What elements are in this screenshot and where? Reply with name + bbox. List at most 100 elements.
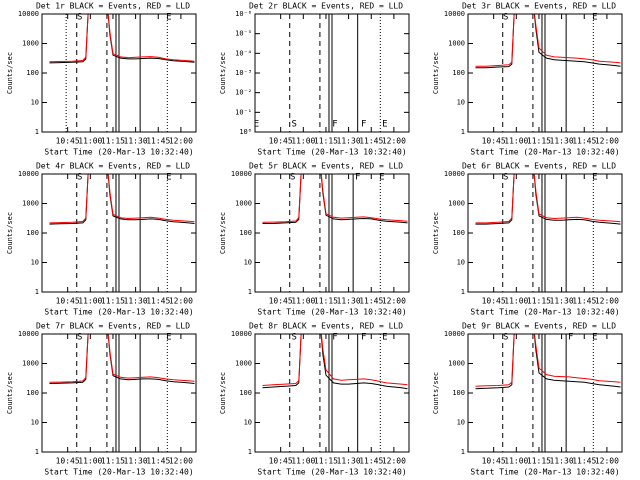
x-tick-label: 11:15 — [527, 457, 551, 466]
x-tick-label: 11:00 — [78, 297, 102, 306]
x-axis-label: Start Time (20-Mar-13 10:32:40) — [257, 148, 406, 157]
annotation: F — [361, 333, 366, 343]
x-axis-label: Start Time (20-Mar-13 10:32:40) — [44, 468, 193, 477]
chart-title: Det 7r BLACK = Events, RED = LLD — [36, 322, 190, 331]
series-line — [262, 334, 408, 390]
chart-title: Det 3r BLACK = Events, RED = LLD — [462, 2, 616, 11]
series-line — [49, 14, 195, 64]
annotation: S — [77, 333, 82, 343]
annotation: E — [254, 120, 259, 130]
x-tick-label: 11:15 — [101, 137, 125, 146]
plot-frame — [467, 333, 623, 453]
y-tick-label: 10 — [244, 259, 252, 267]
x-tick-label: 11:30 — [550, 297, 574, 306]
annotation: E — [166, 173, 171, 183]
y-tick-label: 1000 — [448, 360, 465, 368]
y-tick-label: 1000 — [235, 360, 252, 368]
y-axis-label: Counts/sec — [219, 212, 227, 254]
series-line — [49, 174, 195, 224]
x-tick-label: 11:45 — [359, 137, 383, 146]
y-tick-label: 1000 — [235, 200, 252, 208]
y-tick-label: 1 — [248, 448, 252, 456]
y-tick-label: 10 — [244, 419, 252, 427]
y-axis-label: Counts/sec — [219, 52, 227, 94]
annotation: S — [290, 173, 295, 183]
y-tick-label: 10000 — [444, 330, 465, 338]
plot-area — [49, 14, 195, 132]
annotation: F — [332, 120, 337, 130]
x-tick-label: 12:00 — [169, 137, 193, 146]
x-tick-label: 11:30 — [337, 297, 361, 306]
y-tick-label: 10 — [31, 99, 39, 107]
x-tick-label: 10:45 — [482, 137, 506, 146]
chart-title: Det 2r BLACK = Events, RED = LLD — [249, 2, 403, 11]
y-tick-label: 1000 — [22, 40, 39, 48]
plot-area — [262, 174, 408, 292]
y-tick-label: 100 — [26, 389, 39, 397]
x-tick-label: 12:00 — [382, 457, 406, 466]
plot-area — [475, 14, 621, 132]
x-tick-label: 11:45 — [146, 457, 170, 466]
annotation: E — [382, 333, 387, 343]
x-tick-label: 11:30 — [124, 297, 148, 306]
series-line — [262, 174, 408, 224]
y-tick-label: 100 — [452, 229, 465, 237]
series-line — [475, 174, 621, 225]
x-tick-label: 11:00 — [504, 297, 528, 306]
series-line — [475, 334, 621, 387]
panel: Det 8r BLACK = Events, RED = LLD Counts/s… — [219, 322, 410, 477]
x-tick-label: 11:45 — [359, 457, 383, 466]
y-tick-label: 10 — [31, 259, 39, 267]
annotation: E — [382, 120, 387, 130]
x-axis-label: Start Time (20-Mar-13 10:32:40) — [44, 148, 193, 157]
y-tick-label: 10⁻¹ — [235, 108, 252, 116]
plot-area — [262, 334, 408, 452]
y-tick-label: 1 — [35, 448, 39, 456]
x-tick-label: 12:00 — [382, 297, 406, 306]
y-tick-label: 10 — [31, 419, 39, 427]
x-tick-label: 10:45 — [56, 457, 80, 466]
plot-frame — [254, 333, 410, 453]
y-tick-label: 100 — [452, 389, 465, 397]
y-tick-label: 100 — [239, 389, 252, 397]
annotation: F — [332, 333, 337, 343]
x-tick-label: 11:15 — [101, 297, 125, 306]
y-tick-label: 100 — [26, 69, 39, 77]
y-tick-label: 10⁰ — [239, 128, 252, 136]
x-tick-label: 11:00 — [78, 137, 102, 146]
x-tick-label: 11:15 — [527, 137, 551, 146]
y-tick-label: 1 — [35, 128, 39, 136]
x-tick-label: 11:15 — [527, 297, 551, 306]
y-tick-label: 10000 — [444, 10, 465, 18]
x-tick-label: 12:00 — [169, 297, 193, 306]
annotation: E — [379, 173, 384, 183]
plot-area — [289, 14, 381, 132]
x-tick-label: 11:15 — [314, 137, 338, 146]
y-tick-label: 100 — [452, 69, 465, 77]
y-tick-label: 1 — [248, 288, 252, 296]
x-tick-label: 11:15 — [101, 457, 125, 466]
annotation: E — [592, 333, 597, 343]
y-axis-label: Counts/sec — [219, 372, 227, 414]
x-tick-label: 10:45 — [269, 297, 293, 306]
plot-frame — [467, 173, 623, 293]
chart-title: Det 4r BLACK = Events, RED = LLD — [36, 162, 190, 171]
chart-title: Det 8r BLACK = Events, RED = LLD — [249, 322, 403, 331]
x-tick-label: 11:30 — [550, 457, 574, 466]
x-tick-label: 10:45 — [269, 137, 293, 146]
plot-area — [49, 334, 195, 452]
x-tick-label: 10:45 — [56, 297, 80, 306]
x-tick-label: 10:45 — [482, 457, 506, 466]
y-tick-label: 10⁻⁴ — [235, 49, 252, 57]
x-tick-label: 11:15 — [314, 297, 338, 306]
plot-frame — [254, 13, 410, 133]
x-tick-label: 10:45 — [56, 137, 80, 146]
x-tick-label: 11:45 — [572, 297, 596, 306]
x-axis-label: Start Time (20-Mar-13 10:32:40) — [257, 308, 406, 317]
x-tick-label: 11:00 — [291, 137, 315, 146]
x-tick-label: 11:45 — [572, 457, 596, 466]
x-axis-label: Start Time (20-Mar-13 10:32:40) — [470, 308, 619, 317]
annotation: S — [503, 333, 508, 343]
annotation: F — [568, 333, 573, 343]
y-tick-label: 100 — [26, 229, 39, 237]
